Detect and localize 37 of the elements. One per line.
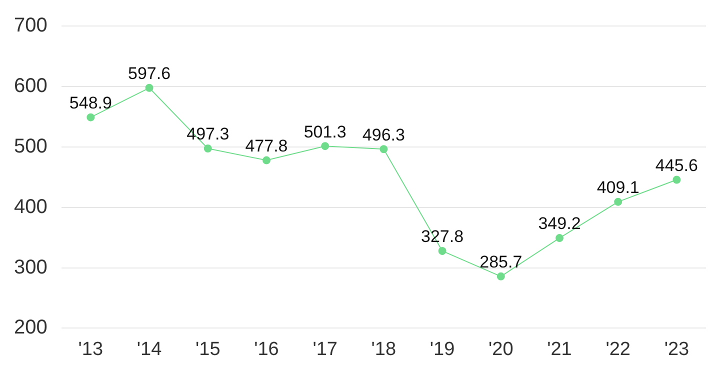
data-label: 496.3: [362, 125, 405, 144]
data-label: 501.3: [304, 122, 346, 142]
y-tick-label: 600: [14, 74, 48, 97]
data-label: 285.7: [480, 252, 522, 272]
data-label: 349.2: [538, 214, 581, 234]
point: [321, 142, 330, 150]
point: [86, 113, 95, 122]
data-label: 477.8: [245, 136, 288, 156]
x-tick-label: '23: [664, 338, 690, 360]
point: [145, 84, 154, 92]
x-tick-label: '13: [78, 338, 104, 360]
x-tick-label: '17: [312, 338, 338, 360]
y-tick-label: 300: [14, 256, 48, 278]
y-tick-label: 400: [14, 196, 48, 218]
point: [614, 198, 622, 206]
point: [380, 145, 388, 154]
x-tick-label: '22: [606, 338, 630, 360]
x-tick-label: '18: [371, 338, 396, 360]
x-tick-label: '16: [254, 338, 279, 360]
point: [204, 144, 212, 153]
y-tick-label: 500: [14, 135, 48, 158]
data-label: 548.9: [69, 94, 112, 113]
point: [555, 234, 564, 242]
y-tick-label: 200: [14, 316, 48, 339]
data-label: 597.6: [128, 64, 171, 84]
point: [262, 156, 270, 164]
x-tick-label: '14: [136, 338, 162, 360]
point: [672, 176, 681, 184]
data-label: 445.6: [655, 156, 698, 175]
x-tick-label: '20: [488, 338, 514, 360]
x-tick-label: '15: [195, 338, 220, 360]
x-tick-label: '21: [547, 338, 572, 360]
data-label: 409.1: [596, 178, 640, 198]
point: [438, 246, 446, 255]
point: [496, 272, 505, 280]
x-tick-label: '19: [430, 338, 455, 360]
y-tick-label: 700: [14, 14, 48, 37]
